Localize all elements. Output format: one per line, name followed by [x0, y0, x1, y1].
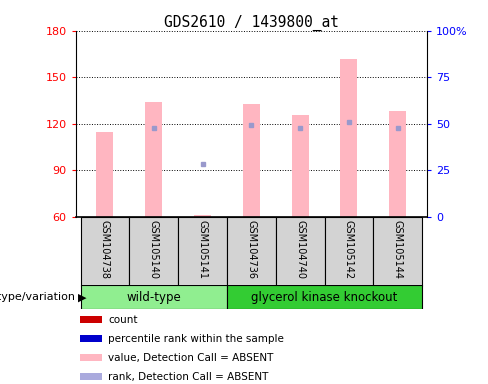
Text: glycerol kinase knockout: glycerol kinase knockout — [251, 291, 398, 304]
Text: count: count — [108, 315, 138, 325]
Text: value, Detection Call = ABSENT: value, Detection Call = ABSENT — [108, 353, 274, 363]
Bar — [145, 102, 162, 217]
Bar — [80, 316, 102, 323]
Bar — [194, 215, 211, 217]
Text: rank, Detection Call = ABSENT: rank, Detection Call = ABSENT — [108, 372, 269, 382]
Bar — [325, 217, 373, 286]
Bar — [97, 132, 113, 217]
Bar — [81, 285, 227, 309]
Bar — [81, 217, 129, 286]
Bar — [129, 217, 178, 286]
Bar — [80, 354, 102, 361]
Bar — [292, 114, 309, 217]
Bar — [389, 111, 407, 217]
Text: GSM104740: GSM104740 — [295, 220, 305, 280]
Text: percentile rank within the sample: percentile rank within the sample — [108, 334, 285, 344]
Bar — [227, 217, 276, 286]
Bar — [243, 104, 260, 217]
Bar — [227, 285, 422, 309]
Text: GSM105140: GSM105140 — [149, 220, 159, 280]
Title: GDS2610 / 1439800_at: GDS2610 / 1439800_at — [164, 15, 339, 31]
Text: ▶: ▶ — [78, 292, 86, 302]
Text: GSM105141: GSM105141 — [198, 220, 207, 280]
Bar — [276, 217, 325, 286]
Text: wild-type: wild-type — [126, 291, 181, 304]
Bar — [373, 217, 422, 286]
Text: genotype/variation: genotype/variation — [0, 292, 76, 302]
Bar — [178, 217, 227, 286]
Text: GSM105142: GSM105142 — [344, 220, 354, 280]
Bar — [341, 59, 358, 217]
Bar — [80, 373, 102, 380]
Text: GSM105144: GSM105144 — [393, 220, 403, 280]
Text: GSM104736: GSM104736 — [246, 220, 256, 280]
Bar — [80, 335, 102, 343]
Text: GSM104738: GSM104738 — [100, 220, 110, 280]
